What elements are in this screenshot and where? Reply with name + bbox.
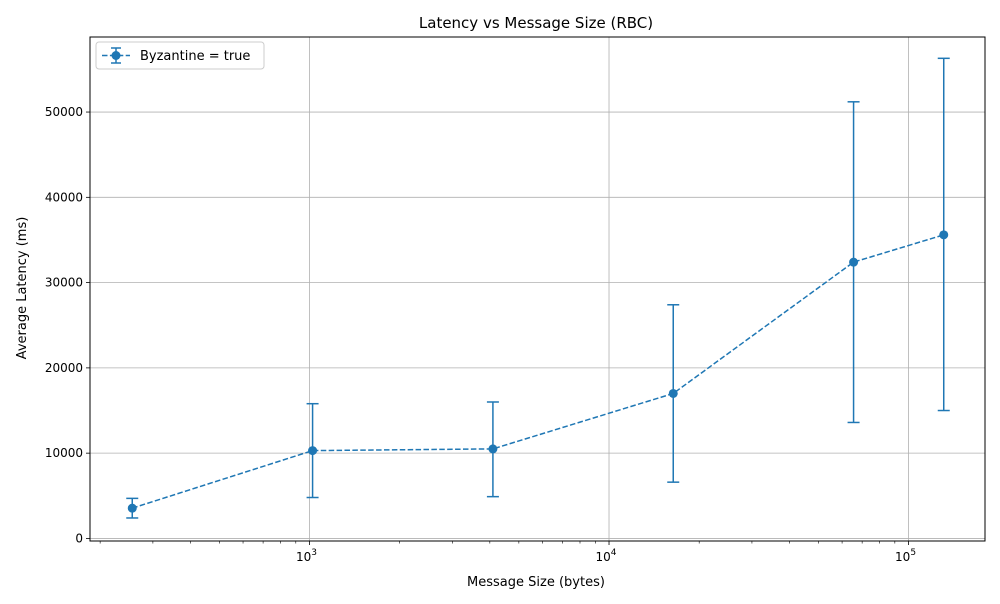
data-point <box>488 444 498 454</box>
series-layer <box>126 57 950 519</box>
x-tick-label: 103 <box>296 548 317 564</box>
data-point <box>308 446 318 456</box>
y-axis-label: Average Latency (ms) <box>15 217 30 360</box>
legend-marker <box>111 51 121 60</box>
y-tick-label: 20000 <box>45 361 83 375</box>
grid-layer <box>90 37 985 541</box>
y-tick-label: 10000 <box>45 446 83 460</box>
plot-frame <box>89 36 986 542</box>
data-point <box>668 388 678 398</box>
x-tick-label: 105 <box>895 548 916 564</box>
axis-layer: 0 10000 20000 30000 40000 50000 103 104 105 <box>45 105 916 564</box>
data-point <box>939 230 949 240</box>
x-axis-label: Message Size (bytes) <box>467 575 605 590</box>
y-tick-label: 40000 <box>45 190 83 204</box>
legend-box <box>95 41 265 70</box>
data-point <box>849 257 859 267</box>
x-tick-label: 104 <box>596 548 617 564</box>
y-tick-label: 30000 <box>45 276 83 290</box>
chart-title: Latency vs Message Size (RBC) <box>419 14 653 32</box>
y-tick-label: 0 <box>75 531 83 545</box>
legend: Byzantine = true <box>95 41 265 70</box>
y-tick-label: 50000 <box>45 105 83 119</box>
legend-label: Byzantine = true <box>140 49 250 64</box>
data-point <box>127 503 137 513</box>
